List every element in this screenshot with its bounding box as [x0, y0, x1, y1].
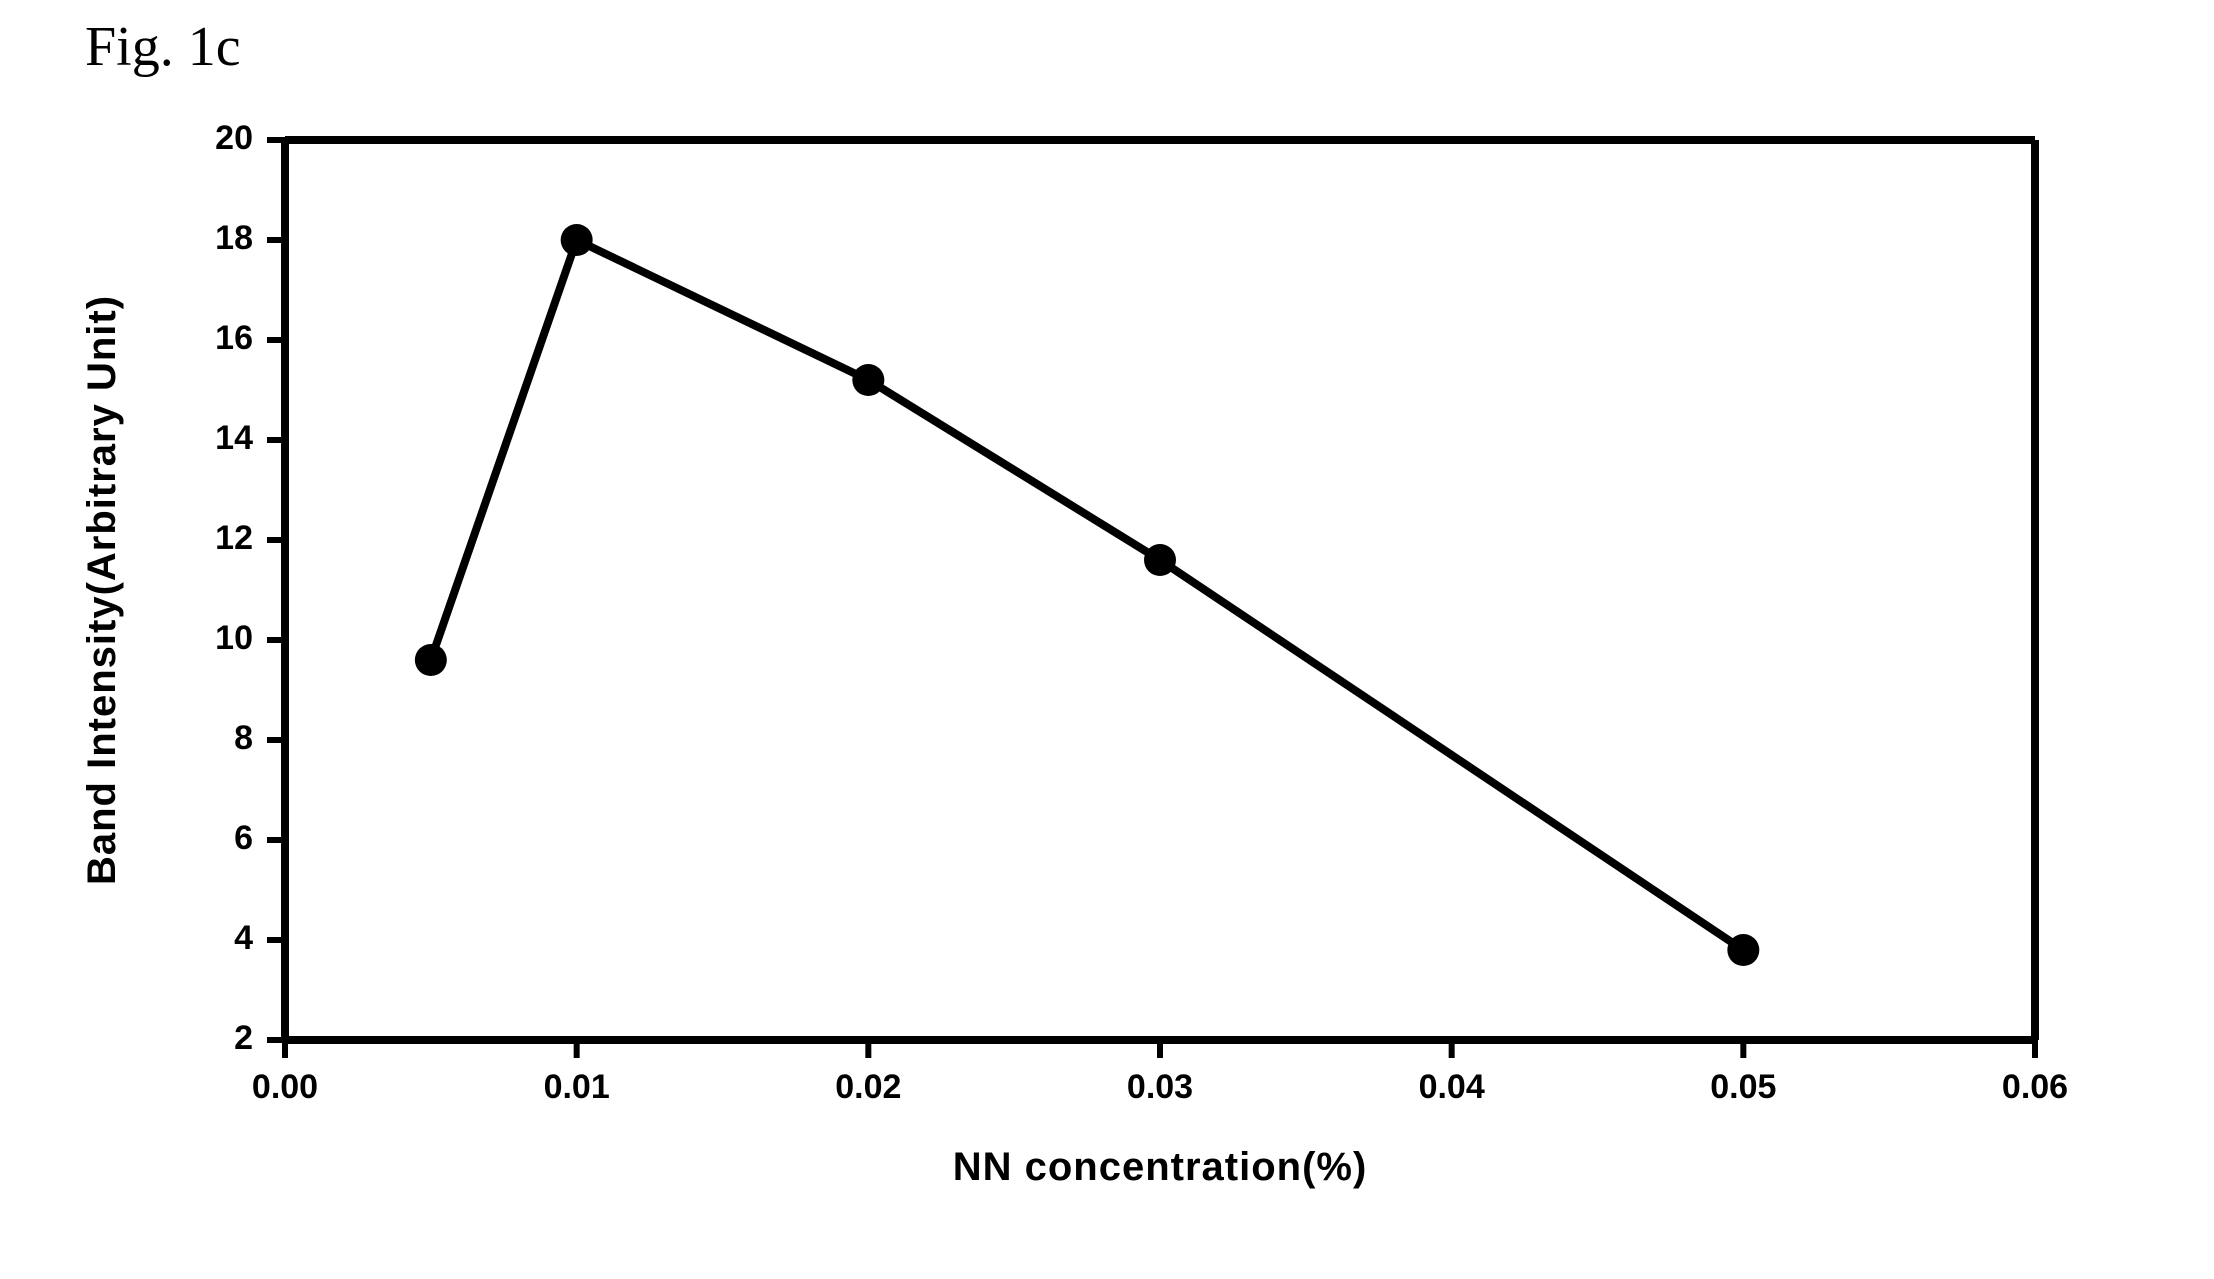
y-tick-label: 4 — [234, 919, 253, 957]
data-point — [561, 224, 593, 256]
x-tick-label: 0.06 — [2002, 1068, 2068, 1106]
y-tick-label: 16 — [215, 319, 253, 357]
x-axis-label: NN concentration(%) — [953, 1145, 1368, 1189]
y-tick-label: 8 — [234, 719, 253, 757]
page-root: Fig. 1c 2 4 6 8 10 12 14 16 18 20 0.00 0.01 0.02 0.03… — [0, 0, 2214, 1279]
y-axis-label: Band Intensity(Arbitrary Unit) — [80, 295, 124, 885]
x-tick-label: 0.00 — [252, 1068, 318, 1106]
line-chart: 2 4 6 8 10 12 14 16 18 20 0.00 0.01 0.02 0.03 0.04 0.05… — [70, 100, 2150, 1260]
x-tick-label: 0.01 — [544, 1068, 610, 1106]
data-point — [415, 644, 447, 676]
data-point — [852, 364, 884, 396]
data-point — [1727, 934, 1759, 966]
x-tick-label: 0.02 — [835, 1068, 901, 1106]
chart-container: 2 4 6 8 10 12 14 16 18 20 0.00 0.01 0.02 0.03 0.04 0.05… — [70, 100, 2150, 1260]
x-tick-label: 0.05 — [1710, 1068, 1776, 1106]
y-tick-label: 10 — [215, 619, 253, 657]
y-tick-label: 14 — [215, 419, 253, 457]
x-tick-label: 0.03 — [1127, 1068, 1193, 1106]
y-tick-label: 20 — [215, 119, 253, 157]
y-tick-label: 6 — [234, 819, 253, 857]
y-tick-label: 2 — [234, 1019, 253, 1057]
data-point — [1144, 544, 1176, 576]
y-tick-label: 12 — [215, 519, 253, 557]
y-tick-label: 18 — [215, 219, 253, 257]
figure-caption: Fig. 1c — [85, 15, 241, 79]
x-tick-label: 0.04 — [1419, 1068, 1485, 1106]
